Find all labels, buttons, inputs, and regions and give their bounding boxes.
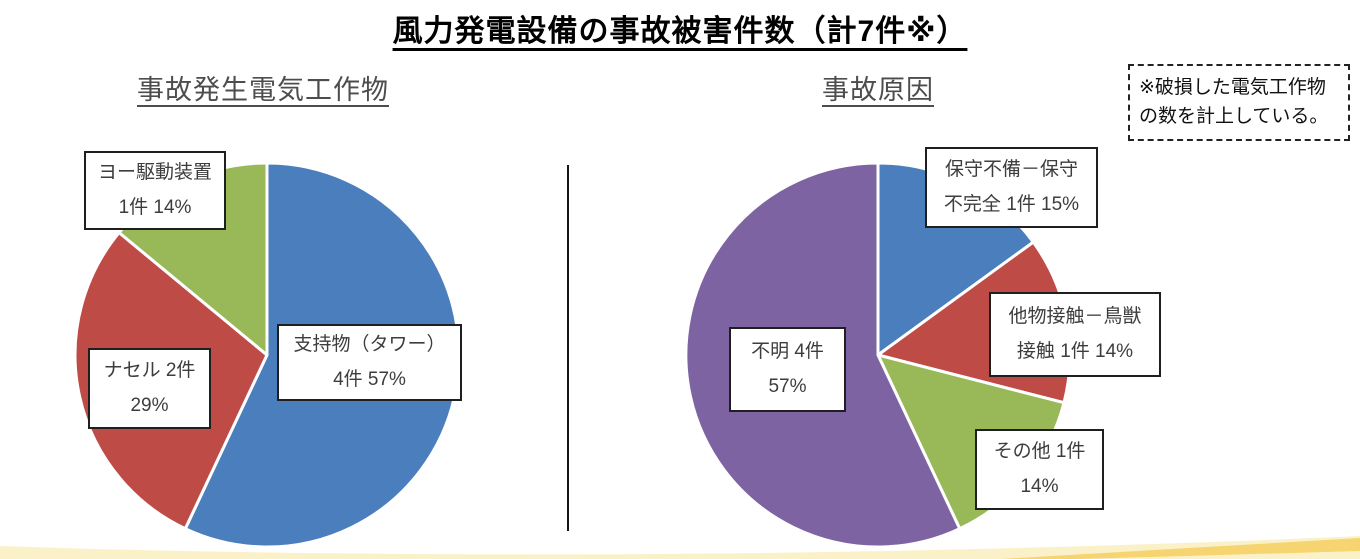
label-value: 不完全 1件 15%	[943, 193, 1080, 215]
label-text: 支持物（タワー）	[293, 334, 446, 356]
label-text: 保守不備－保守	[944, 159, 1078, 181]
label-box-other: その他 1件 14%	[975, 429, 1104, 510]
pale-yellow-wave	[0, 536, 1360, 559]
label-value: 4件 57%	[333, 368, 406, 390]
label-text: ヨー駆動装置	[97, 162, 212, 184]
gold-wave	[1000, 538, 1360, 559]
label-value: 57%	[768, 375, 807, 397]
label-text: ナセル 2件	[103, 360, 196, 382]
label-text: 不明 4件	[751, 341, 824, 363]
page-title: 風力発電設備の事故被害件数（計7件※）	[392, 15, 968, 48]
footnote-text: ※破損した電気工作物の数を計上している。	[1139, 77, 1329, 128]
label-value: 接触 1件 14%	[1016, 340, 1134, 362]
footnote-box: ※破損した電気工作物の数を計上している。	[1128, 64, 1350, 141]
label-box-nacelle: ナセル 2件 29%	[88, 348, 211, 429]
label-value: 1件 14%	[118, 196, 192, 218]
label-value: 14%	[1020, 475, 1059, 497]
label-box-unknown: 不明 4件 57%	[729, 327, 846, 412]
label-box-contact-with-wildlife: 他物接触－鳥獣 接触 1件 14%	[989, 292, 1161, 377]
label-text: その他 1件	[993, 441, 1086, 463]
left-chart-title: 事故発生電気工作物	[137, 75, 389, 105]
label-box-tower: 支持物（タワー） 4件 57%	[277, 324, 462, 401]
right-chart-title: 事故原因	[822, 75, 934, 105]
bottom-wave-decoration	[0, 536, 1360, 559]
label-value: 29%	[130, 394, 169, 416]
label-box-maintenance-defect: 保守不備－保守 不完全 1件 15%	[925, 147, 1098, 228]
label-box-yaw-drive: ヨー駆動装置 1件 14%	[84, 151, 226, 230]
chart-divider-line	[567, 165, 569, 531]
label-text: 他物接触－鳥獣	[1008, 306, 1142, 328]
